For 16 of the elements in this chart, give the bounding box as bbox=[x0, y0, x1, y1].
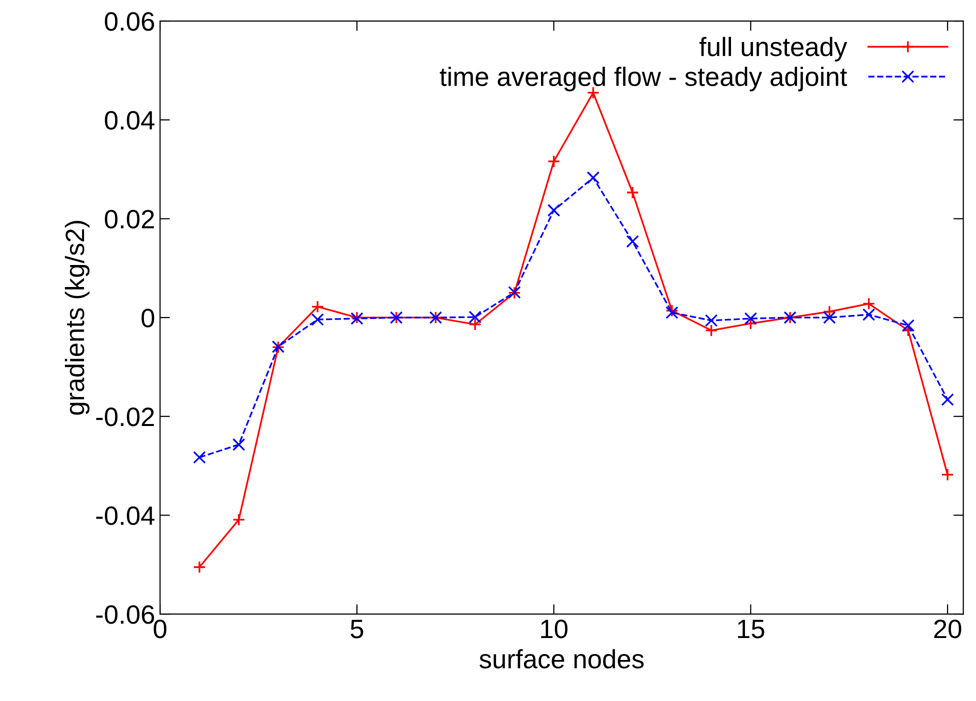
y-tick-label: -0.04 bbox=[96, 506, 154, 526]
x-tick-label: 20 bbox=[934, 620, 962, 638]
x-tick-label: 10 bbox=[541, 620, 568, 638]
y-tick-label: 0.06 bbox=[104, 12, 154, 31]
y-tick-label: 0.04 bbox=[104, 111, 154, 130]
y-tick-label: -0.06 bbox=[96, 605, 154, 624]
legend-label: full unsteady bbox=[699, 36, 848, 62]
y-tick-label: 0 bbox=[142, 308, 154, 328]
y-axis-title: gradients (kg/s2) bbox=[64, 220, 90, 415]
x-axis-title: surface nodes bbox=[480, 649, 644, 668]
x-tick-label: 15 bbox=[738, 620, 764, 638]
y-tick-label: 0.02 bbox=[104, 210, 154, 229]
x-tick-label: 5 bbox=[350, 620, 364, 638]
y-tick-label: -0.02 bbox=[96, 408, 154, 426]
x-tick-label: 0 bbox=[154, 620, 166, 638]
legend-label: time averaged flow - steady adjoint bbox=[440, 66, 848, 92]
